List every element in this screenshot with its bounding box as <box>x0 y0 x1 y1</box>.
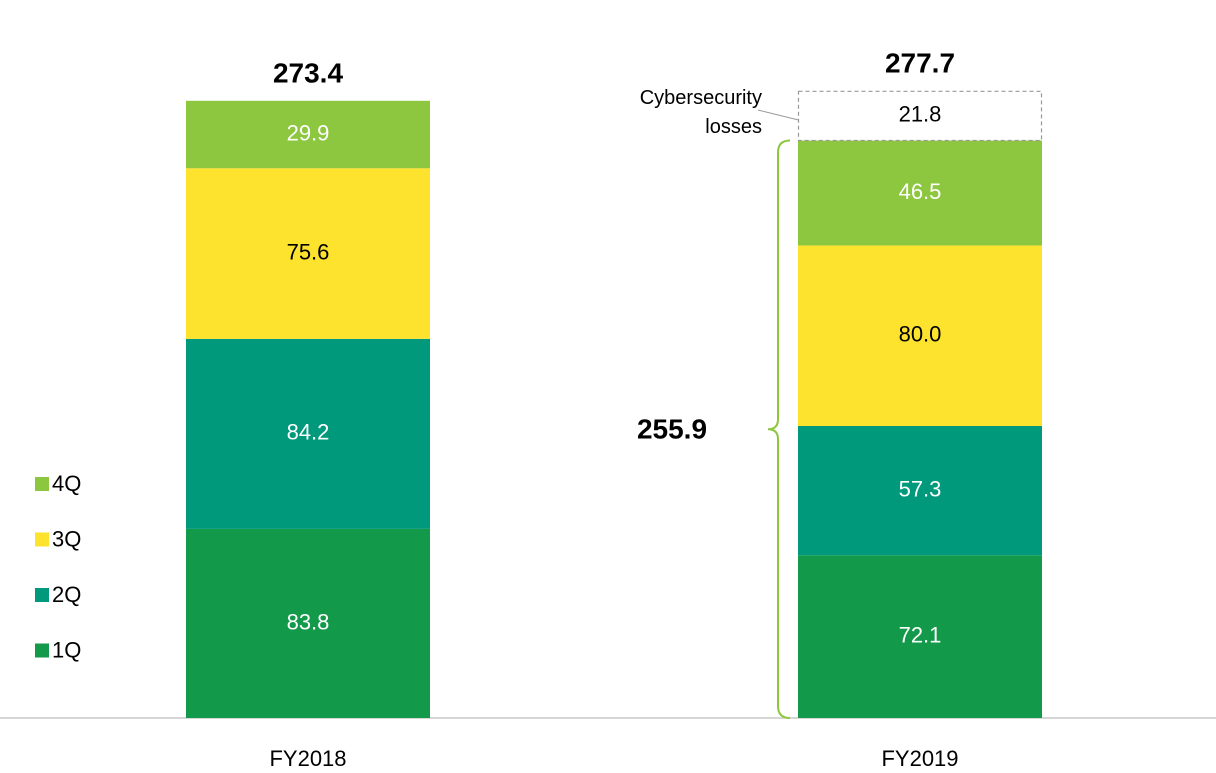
data-label: 83.8 <box>287 609 330 634</box>
data-label: 46.5 <box>899 179 942 204</box>
legend-label: 4Q <box>52 471 81 496</box>
legend-swatch <box>35 477 49 491</box>
data-label: 57.3 <box>899 476 942 501</box>
legend-swatch <box>35 643 49 658</box>
bar-segment <box>186 100 430 169</box>
brace <box>767 139 791 719</box>
callout-line <box>757 109 799 121</box>
data-label: 80.0 <box>899 322 942 347</box>
legend-swatch <box>35 532 49 547</box>
x-tick-label: FY2019 <box>881 746 958 771</box>
subtotal-label: 255.9 <box>637 414 707 445</box>
callout-label: Cybersecurity losses <box>639 87 762 138</box>
legend-swatch <box>35 588 49 602</box>
bar-segment <box>186 338 430 529</box>
x-tick-label: FY2018 <box>269 746 346 771</box>
data-label: 84.2 <box>287 420 330 445</box>
data-label: 29.9 <box>287 120 330 145</box>
dashed-segment <box>797 90 1043 142</box>
legend-label: 1Q <box>52 637 81 662</box>
total-label: 273.4 <box>273 57 343 88</box>
bar-segment <box>186 168 430 339</box>
bar-segment <box>798 245 1042 426</box>
data-label: 75.6 <box>287 239 330 264</box>
legend-label: 2Q <box>52 582 81 607</box>
bar-segment <box>798 555 1042 718</box>
legend-label: 3Q <box>52 526 81 551</box>
bar-segment <box>798 140 1042 246</box>
total-label: 277.7 <box>885 48 955 79</box>
data-label: 72.1 <box>899 622 942 647</box>
bar-segment <box>186 528 430 718</box>
data-label: 21.8 <box>899 102 942 127</box>
bar-segment <box>798 425 1042 556</box>
